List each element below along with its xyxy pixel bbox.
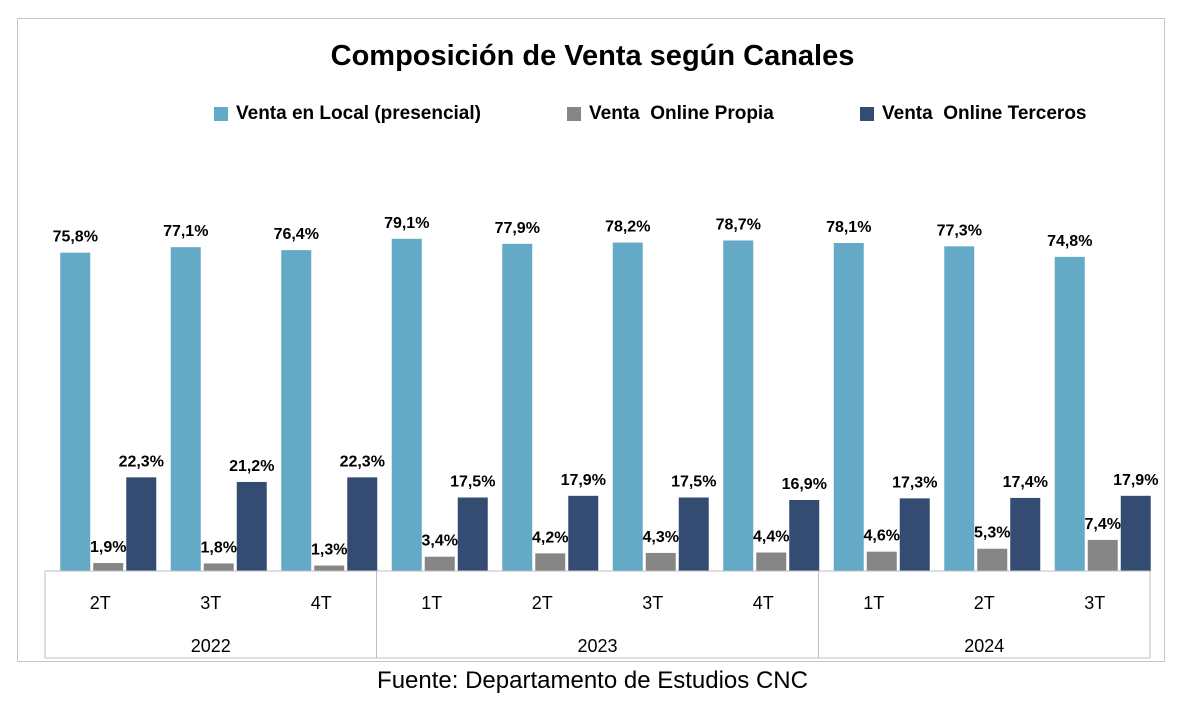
x-tick-label-2: 4T (311, 593, 332, 613)
data-label-online-terceros-4: 17,9% (561, 472, 606, 489)
bar-online-terceros-6 (789, 500, 820, 571)
data-label-online-propia-0: 1,9% (90, 539, 126, 556)
data-label-local-2: 76,4% (274, 226, 319, 243)
chart-title: Composición de Venta según Canales (330, 40, 855, 72)
bar-online-terceros-0 (126, 477, 157, 571)
data-label-online-propia-2: 1,3% (311, 542, 347, 559)
data-label-online-propia-6: 4,4% (753, 529, 789, 546)
bar-local-8 (944, 246, 975, 571)
data-label-local-8: 77,3% (937, 222, 982, 239)
data-label-online-terceros-0: 22,3% (119, 453, 164, 470)
bar-online-terceros-5 (678, 497, 709, 571)
bar-local-2 (281, 250, 312, 571)
bar-online-terceros-2 (347, 477, 378, 571)
bar-local-9 (1054, 256, 1085, 571)
bar-local-1 (170, 247, 201, 571)
bar-online-propia-9 (1087, 539, 1118, 571)
data-label-local-6: 78,7% (716, 216, 761, 233)
bar-online-terceros-8 (1010, 497, 1041, 571)
x-tick-label-0: 2T (90, 593, 111, 613)
legend-item-online-propia: Venta Online Propia (567, 102, 774, 126)
bar-online-propia-0 (93, 563, 124, 571)
x-tick-label-4: 2T (532, 593, 553, 613)
x-group-label-0: 2022 (191, 636, 231, 656)
data-label-online-terceros-5: 17,5% (671, 474, 716, 491)
data-label-online-terceros-8: 17,4% (1003, 474, 1048, 491)
legend-swatch-online-propia (567, 107, 581, 121)
x-tick-label-6: 4T (753, 593, 774, 613)
x-group-label-1: 2023 (577, 636, 617, 656)
data-label-online-terceros-9: 17,9% (1113, 472, 1158, 489)
data-label-local-0: 75,8% (53, 229, 98, 246)
data-label-online-propia-9: 7,4% (1085, 516, 1121, 533)
x-tick-label-3: 1T (421, 593, 442, 613)
bar-online-propia-7 (866, 551, 897, 571)
x-tick-label-1: 3T (200, 593, 221, 613)
data-label-online-propia-4: 4,2% (532, 529, 568, 546)
data-label-local-4: 77,9% (495, 220, 540, 237)
legend-swatch-online-terceros (860, 107, 874, 121)
data-label-online-propia-1: 1,8% (201, 539, 237, 556)
bar-local-0 (60, 252, 91, 571)
data-label-local-7: 78,1% (826, 219, 871, 236)
data-label-local-1: 77,1% (163, 223, 208, 240)
legend-item-online-terceros: Venta Online Terceros (860, 102, 1087, 126)
bar-online-propia-6 (756, 552, 787, 571)
data-label-local-3: 79,1% (384, 215, 429, 232)
legend-label-online-terceros: Venta Online Terceros (882, 103, 1087, 124)
x-tick-label-9: 3T (1084, 593, 1105, 613)
bar-online-propia-5 (645, 552, 676, 571)
data-label-online-terceros-6: 16,9% (782, 476, 827, 493)
data-label-online-terceros-7: 17,3% (892, 474, 937, 491)
bar-local-7 (833, 242, 864, 572)
legend-label-online-propia: Venta Online Propia (589, 103, 774, 124)
data-label-online-propia-7: 4,6% (864, 528, 900, 545)
data-label-online-propia-5: 4,3% (643, 529, 679, 546)
bar-online-propia-1 (203, 563, 234, 571)
bar-online-propia-4 (535, 553, 566, 571)
data-label-online-propia-3: 3,4% (422, 533, 458, 550)
bar-online-propia-2 (314, 565, 345, 571)
x-tick-label-8: 2T (974, 593, 995, 613)
data-label-local-5: 78,2% (605, 219, 650, 236)
data-label-local-9: 74,8% (1047, 233, 1092, 250)
bar-local-4 (502, 243, 533, 571)
bar-online-propia-8 (977, 548, 1008, 571)
bar-online-terceros-4 (568, 495, 599, 571)
data-label-online-terceros-1: 21,2% (229, 458, 274, 475)
bar-local-6 (723, 240, 754, 571)
bar-online-terceros-3 (457, 497, 488, 571)
x-tick-label-7: 1T (863, 593, 884, 613)
data-label-online-terceros-3: 17,5% (450, 474, 495, 491)
bar-online-terceros-7 (899, 498, 930, 571)
bar-online-terceros-9 (1120, 495, 1151, 571)
legend-label-local: Venta en Local (presencial) (236, 103, 481, 124)
chart-source: Fuente: Departamento de Estudios CNC (377, 667, 808, 694)
bar-online-propia-3 (424, 556, 455, 571)
legend-item-local: Venta en Local (presencial) (214, 102, 481, 126)
data-label-online-terceros-2: 22,3% (340, 453, 385, 470)
data-label-online-propia-8: 5,3% (974, 525, 1010, 542)
bar-local-3 (391, 238, 422, 571)
bar-online-terceros-1 (236, 481, 267, 571)
x-tick-label-5: 3T (642, 593, 663, 613)
legend-swatch-local (214, 107, 228, 121)
x-group-label-2: 2024 (964, 636, 1004, 656)
bar-local-5 (612, 242, 643, 571)
